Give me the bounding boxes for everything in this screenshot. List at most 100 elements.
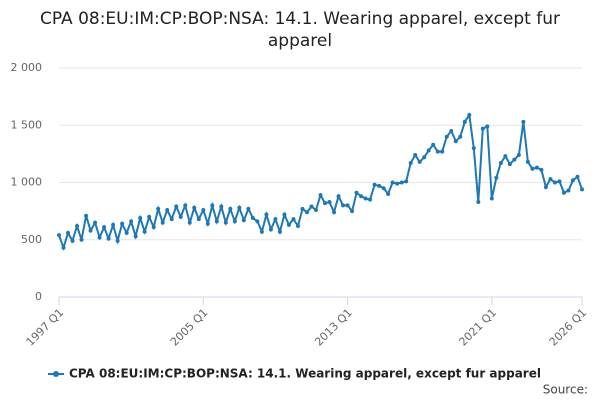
x-tick-label: 2013 Q1 bbox=[312, 306, 355, 349]
y-tick-label: 0 bbox=[35, 290, 42, 303]
data-point bbox=[291, 217, 296, 222]
data-point bbox=[255, 219, 260, 224]
data-point bbox=[196, 217, 201, 222]
data-point bbox=[408, 161, 413, 166]
data-point bbox=[516, 153, 521, 158]
data-point bbox=[264, 212, 269, 217]
data-point bbox=[219, 204, 224, 209]
x-tick-label: 1997 Q1 bbox=[24, 306, 67, 349]
data-point bbox=[111, 222, 116, 227]
data-point bbox=[570, 178, 575, 183]
data-point bbox=[183, 203, 188, 208]
data-point bbox=[368, 197, 373, 202]
data-point bbox=[237, 205, 242, 210]
data-point bbox=[489, 196, 494, 201]
data-point bbox=[431, 142, 436, 147]
data-point bbox=[286, 222, 291, 227]
data-point bbox=[341, 203, 346, 208]
data-point bbox=[548, 177, 553, 182]
data-point bbox=[467, 112, 472, 117]
data-point bbox=[557, 179, 562, 184]
data-point bbox=[228, 206, 233, 211]
data-point bbox=[512, 157, 517, 162]
data-point bbox=[318, 193, 323, 198]
data-point bbox=[323, 201, 328, 206]
data-point bbox=[300, 206, 305, 211]
data-point bbox=[138, 215, 143, 220]
data-point bbox=[534, 165, 539, 170]
data-point bbox=[313, 207, 318, 212]
data-point bbox=[309, 204, 314, 209]
data-point bbox=[449, 128, 454, 133]
data-point bbox=[250, 215, 255, 220]
data-point bbox=[462, 119, 467, 124]
data-point bbox=[327, 199, 332, 204]
data-point bbox=[390, 180, 395, 185]
x-tick-label: 2005 Q1 bbox=[168, 306, 211, 349]
data-point bbox=[539, 167, 544, 172]
data-point bbox=[359, 194, 364, 199]
data-point bbox=[422, 155, 427, 160]
y-tick-label: 1 000 bbox=[11, 176, 43, 189]
data-point bbox=[210, 203, 215, 208]
data-point bbox=[79, 237, 84, 242]
data-point bbox=[151, 225, 156, 230]
data-point bbox=[124, 230, 129, 235]
data-point bbox=[530, 166, 535, 171]
data-point bbox=[201, 207, 206, 212]
data-point bbox=[485, 124, 490, 129]
data-point bbox=[458, 134, 463, 139]
data-point bbox=[377, 183, 382, 188]
data-point bbox=[61, 245, 66, 250]
data-point bbox=[480, 126, 485, 131]
data-point bbox=[372, 182, 377, 187]
data-point bbox=[102, 225, 107, 230]
data-point bbox=[106, 236, 111, 241]
data-point bbox=[476, 199, 481, 204]
data-point bbox=[363, 196, 368, 201]
data-point bbox=[453, 139, 458, 144]
y-tick-label: 2 000 bbox=[11, 61, 43, 74]
data-point bbox=[259, 229, 264, 234]
data-point bbox=[332, 210, 337, 215]
data-point bbox=[214, 219, 219, 224]
data-point bbox=[70, 238, 75, 243]
data-point bbox=[354, 190, 359, 195]
y-tick-label: 500 bbox=[21, 233, 42, 246]
data-point bbox=[413, 153, 418, 158]
data-point bbox=[395, 181, 400, 186]
data-point bbox=[471, 146, 476, 151]
data-point bbox=[399, 180, 404, 185]
data-point bbox=[268, 227, 273, 232]
data-point bbox=[494, 175, 499, 180]
data-point bbox=[142, 229, 147, 234]
data-point bbox=[336, 194, 341, 199]
series-line bbox=[58, 112, 583, 251]
x-tick-label: 2021 Q1 bbox=[457, 306, 500, 349]
data-point bbox=[575, 174, 580, 179]
data-point bbox=[304, 210, 309, 215]
data-point bbox=[521, 119, 526, 124]
data-point bbox=[381, 186, 386, 191]
data-point bbox=[75, 224, 80, 229]
data-point bbox=[498, 161, 503, 166]
data-point bbox=[241, 218, 246, 223]
data-point bbox=[561, 190, 566, 195]
data-point bbox=[404, 179, 409, 184]
data-point bbox=[580, 187, 584, 192]
data-point bbox=[205, 221, 210, 226]
data-point bbox=[543, 185, 548, 190]
data-point bbox=[282, 212, 287, 217]
data-point bbox=[440, 149, 445, 154]
data-point bbox=[503, 154, 508, 159]
data-point bbox=[174, 204, 179, 209]
data-point bbox=[566, 188, 571, 193]
data-point bbox=[129, 219, 134, 224]
data-point bbox=[84, 213, 89, 218]
data-point bbox=[187, 220, 192, 225]
data-point bbox=[435, 149, 440, 154]
data-point bbox=[552, 180, 557, 185]
data-point bbox=[417, 159, 422, 164]
